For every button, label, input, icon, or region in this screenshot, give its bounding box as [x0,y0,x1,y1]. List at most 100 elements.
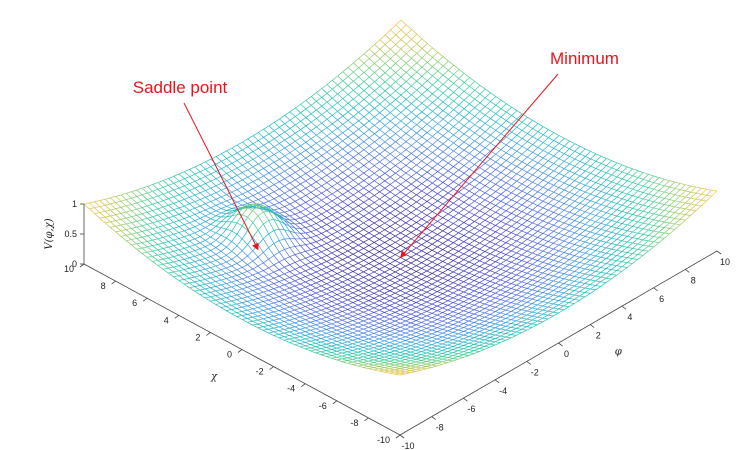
mesh-segment [579,217,586,223]
mesh-segment [294,201,301,206]
mesh-segment [110,220,116,223]
mesh-segment [226,215,232,218]
mesh-segment [326,148,333,153]
mesh-segment [463,286,470,290]
mesh-segment [495,125,502,131]
mesh-segment [94,213,101,219]
mesh-segment [247,195,254,199]
mesh-segment [405,107,412,113]
mesh-segment [347,287,354,291]
mesh-segment [368,282,375,286]
mesh-segment [305,249,311,252]
mesh-segment [548,148,554,154]
mesh-segment [210,256,217,261]
mesh-segment [326,88,333,94]
mesh-segment [347,259,354,264]
mesh-segment [199,254,206,259]
mesh-segment [468,267,475,271]
mesh-segment [300,137,307,143]
mesh-segment [606,230,612,233]
mesh-segment [416,218,422,223]
mesh-segment [194,244,201,250]
mesh-segment [241,250,248,257]
mesh-segment [595,204,602,210]
mesh-segment [537,270,543,274]
mesh-segment [431,273,438,277]
mesh-segment [421,128,428,133]
mesh-segment [611,215,618,221]
mesh-segment [616,190,623,193]
mesh-segment [411,67,417,73]
mesh-segment [147,186,153,192]
mesh-segment [426,253,433,257]
mesh-segment [405,268,412,273]
mesh-segment [315,245,322,249]
mesh-segment [516,169,523,175]
mesh-segment [294,194,301,199]
mesh-segment [506,160,512,164]
mesh-segment [584,258,591,261]
mesh-segment [490,211,496,217]
mesh-segment [490,247,496,251]
mesh-segment [321,257,327,262]
mesh-segment [131,196,137,199]
mesh-segment [289,230,296,234]
mesh-segment [215,198,222,204]
mesh-segment [337,93,344,99]
mesh-segment [384,90,391,96]
mesh-segment [331,200,338,206]
mesh-segment [426,259,433,263]
mesh-segment [215,161,222,165]
mesh-segment [368,287,375,291]
mesh-segment [215,192,222,198]
mesh-segment [532,222,538,226]
mesh-segment [368,169,375,174]
mesh-segment [252,151,259,157]
mesh-segment [516,215,523,219]
mesh-segment [247,207,253,211]
mesh-segment [110,221,116,227]
mesh-segment [526,267,533,270]
mesh-segment [611,237,617,240]
mesh-segment [332,128,338,133]
mesh-segment [152,197,159,203]
mesh-segment [569,259,575,262]
mesh-segment [231,210,238,217]
mesh-segment [542,222,549,228]
mesh-segment [574,245,581,251]
mesh-segment [458,262,464,266]
mesh-segment [368,251,375,255]
mesh-segment [679,184,686,190]
mesh-segment [442,277,449,281]
mesh-segment [331,270,338,274]
mesh-segment [252,195,259,200]
mesh-segment [542,239,549,242]
mesh-segment [120,230,127,236]
mesh-segment [458,205,465,210]
mesh-segment [178,205,185,209]
mesh-segment [321,213,327,219]
mesh-segment [516,142,523,147]
mesh-segment [505,185,512,191]
mesh-segment [300,215,306,219]
mesh-segment [511,155,517,160]
mesh-segment [368,153,375,159]
mesh-segment [294,272,301,276]
mesh-segment [500,194,507,198]
mesh-segment [252,250,259,258]
mesh-segment [458,69,465,74]
mesh-segment [442,92,449,98]
mesh-segment [300,221,306,224]
mesh-segment [168,175,174,179]
mesh-segment [273,202,280,206]
mesh-segment [368,137,375,143]
mesh-segment [363,274,369,278]
mesh-segment [411,164,417,170]
mesh-segment [526,269,533,274]
mesh-segment [569,194,575,200]
mesh-segment [679,190,686,197]
mesh-segment [199,164,206,170]
mesh-segment [284,147,291,153]
mesh-segment [437,272,443,277]
mesh-segment [600,199,607,205]
